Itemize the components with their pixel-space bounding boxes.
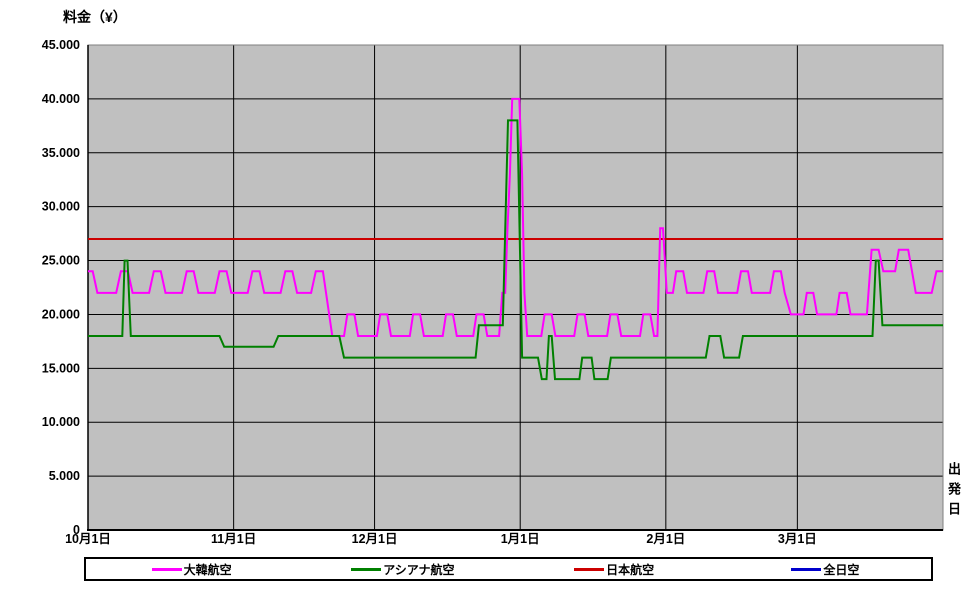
legend-item-korean-air: 大韓航空 — [86, 561, 297, 578]
y-tick-label: 35.000 — [42, 146, 80, 160]
y-tick-label: 0 — [73, 523, 80, 537]
series-korean-air-line — [88, 97, 943, 337]
legend-line-swatch-ana — [791, 567, 822, 571]
y-tick-label: 25.000 — [42, 254, 80, 268]
y-tick-label: 15.000 — [42, 361, 80, 375]
legend-label-jal: 日本航空 — [606, 562, 655, 577]
legend-item-jal: 日本航空 — [509, 561, 720, 578]
x-tick-label: 2月1日 — [646, 532, 685, 546]
x-tick-label: 12月1日 — [352, 532, 398, 546]
plot-area: 0 5.000 10.000 15.000 20.000 25.000 30.000 35.0… — [42, 38, 944, 546]
x-tick-label: 1月1日 — [501, 532, 540, 546]
legend: 大韓航空 アシアナ航空 日本航空 全日空 — [84, 557, 933, 581]
legend-line-swatch-asiana — [351, 567, 382, 571]
legend-label-ana: 全日空 — [823, 562, 860, 577]
legend-label-asiana: アシアナ航空 — [383, 562, 455, 577]
x-tick-label: 11月1日 — [211, 532, 256, 546]
y-tick-label: 40.000 — [42, 92, 80, 106]
legend-line-swatch-korean-air — [151, 567, 182, 571]
y-tick-label: 30.000 — [42, 200, 80, 214]
y-tick-label: 5.000 — [49, 469, 80, 483]
chart-title: 料金（¥） — [63, 9, 127, 25]
legend-item-ana: 全日空 — [720, 561, 931, 578]
series-asiana-line — [88, 119, 943, 381]
x-tick-label: 10月1日 — [65, 532, 111, 546]
legend-label-korean-air: 大韓航空 — [183, 562, 232, 577]
y-tick-label: 20.000 — [42, 307, 80, 321]
legend-line-swatch-jal — [574, 567, 605, 571]
x-tick-label: 3月1日 — [778, 532, 817, 546]
legend-item-asiana: アシアナ航空 — [297, 561, 508, 578]
x-axis-title: 出発日 — [946, 462, 961, 522]
y-tick-label: 10.000 — [42, 415, 80, 429]
y-tick-label: 45.000 — [42, 38, 80, 52]
